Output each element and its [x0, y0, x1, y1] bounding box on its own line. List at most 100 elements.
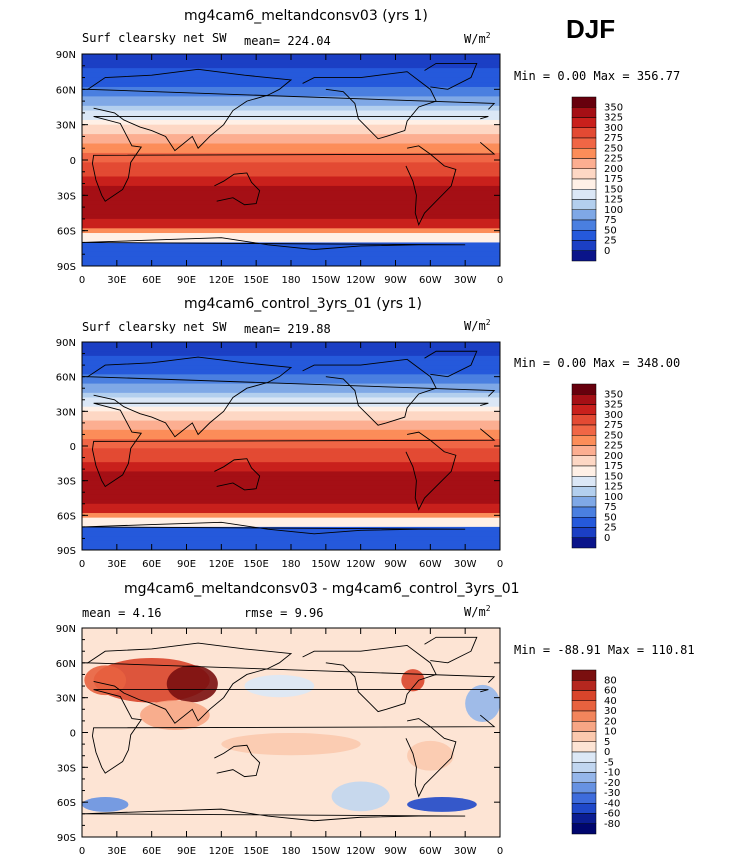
colorbar-label: 100 [604, 492, 623, 503]
colorbar-box [571, 127, 597, 139]
colorbar-label: 20 [604, 716, 617, 727]
colorbar-box [571, 117, 597, 128]
map-band [82, 247, 500, 253]
colorbar-label: 175 [604, 174, 623, 185]
lon-tick-label: 90W [384, 275, 407, 286]
map-band [82, 218, 500, 225]
map-band [82, 503, 500, 509]
map-band [82, 351, 500, 357]
coastline [86, 356, 496, 438]
map-band [82, 466, 500, 472]
lon-tick-label: 60E [142, 559, 161, 570]
lat-tick-label: 60S [57, 227, 76, 238]
lon-tick-label: 180 [281, 846, 300, 857]
map-band [82, 58, 500, 64]
lat-tick-label: 90S [57, 262, 76, 273]
map-band [82, 355, 500, 361]
lon-tick-label: 60W [419, 559, 442, 570]
map-band [82, 434, 500, 440]
colorbar-label: 25 [604, 523, 617, 534]
map-band [82, 72, 500, 79]
lat-tick-label: 0 [70, 156, 76, 167]
colorbar-box [571, 782, 597, 794]
lon-tick-label: 180 [281, 559, 300, 570]
map-band [82, 256, 500, 262]
colorbar-box [571, 148, 597, 159]
colorbar-box [571, 496, 597, 508]
lon-tick-label: 180 [281, 275, 300, 286]
colorbar-box [571, 803, 597, 814]
map-band [82, 522, 500, 528]
colorbar-box [571, 700, 597, 712]
map-band [82, 392, 500, 398]
colorbar-box [571, 107, 597, 118]
colorbar-box [571, 230, 597, 241]
lon-tick-label: 0 [79, 846, 85, 857]
lon-tick-label: 90W [384, 846, 407, 857]
map-band [82, 200, 500, 206]
map-band [82, 91, 500, 97]
coastline [81, 237, 466, 250]
colorbar-box [571, 445, 597, 456]
map-band [82, 540, 500, 546]
lon-tick-label: 0 [79, 275, 85, 286]
map-anomaly [82, 797, 129, 812]
coastline [214, 172, 261, 206]
map-band [82, 86, 500, 93]
map-anomaly [407, 797, 477, 812]
colorbar-box [571, 424, 597, 436]
map-band [82, 406, 500, 412]
map-band [82, 96, 500, 102]
colorbar-label: 150 [604, 184, 623, 195]
colorbar-box [571, 219, 597, 231]
colorbar-box [571, 435, 597, 446]
panel-2-title: mg4cam6_control_3yrs_01 (yrs 1) [184, 296, 422, 312]
coastline [91, 115, 496, 202]
map-band [82, 378, 500, 385]
lat-tick-label: 30S [57, 763, 76, 774]
lat-tick-label: 30N [56, 407, 76, 418]
map-band [82, 233, 500, 239]
colorbar-box [571, 772, 597, 783]
lon-tick-label: 120E [209, 846, 234, 857]
panel-3-rmse: rmse = 9.96 [244, 606, 324, 620]
lon-tick-label: 30W [454, 275, 477, 286]
map-band [82, 471, 500, 477]
colorbar-box [571, 168, 597, 180]
colorbar-box [571, 158, 597, 169]
map-anomaly [244, 674, 315, 698]
colorbar-label: -20 [604, 778, 620, 789]
map-band [82, 110, 500, 116]
map-band [82, 374, 500, 380]
map-band [82, 138, 500, 145]
lat-tick-label: 30S [57, 191, 76, 202]
lat-tick-label: 90N [56, 50, 76, 61]
colorbar-box [571, 792, 597, 804]
map-band [82, 443, 500, 449]
map-band [82, 360, 500, 366]
colorbar-box [571, 731, 597, 742]
lon-tick-label: 120E [209, 275, 234, 286]
map-band [82, 513, 500, 519]
panel-1-title: mg4cam6_meltandconsv03 (yrs 1) [184, 8, 428, 24]
colorbar-box [571, 250, 597, 262]
colorbar-label: 300 [604, 123, 623, 134]
lon-tick-label: 90E [177, 846, 196, 857]
colorbar-label: 80 [604, 675, 617, 686]
map-band [82, 526, 500, 533]
colorbar-label: 40 [604, 696, 617, 707]
colorbar-box [571, 465, 597, 477]
coastline [86, 642, 496, 724]
lon-tick-label: 90E [177, 559, 196, 570]
colorbar-box [571, 240, 597, 251]
lon-tick-label: 60W [419, 846, 442, 857]
coastline [91, 402, 496, 488]
colorbar-label: 30 [604, 706, 617, 717]
colorbar-label: -10 [604, 768, 620, 779]
coastline [405, 718, 457, 798]
lon-tick-label: 150E [243, 846, 268, 857]
colorbar-box [571, 710, 597, 722]
colorbar-box [571, 394, 597, 405]
